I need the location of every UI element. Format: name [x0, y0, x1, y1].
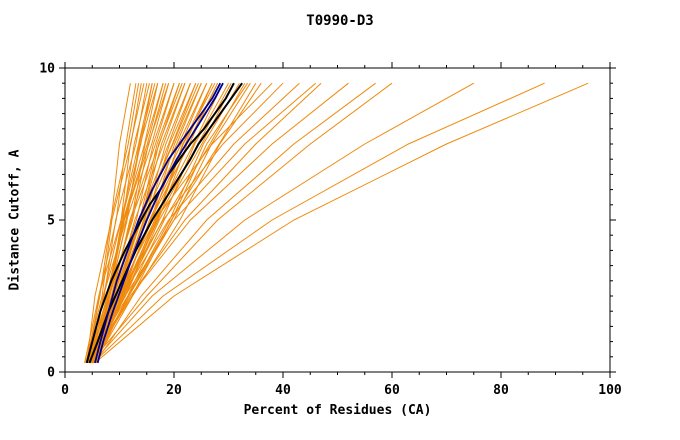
svg-text:10: 10 — [39, 62, 55, 77]
svg-text:20: 20 — [166, 383, 182, 398]
x-axis-label: Percent of Residues (CA) — [243, 403, 432, 418]
svg-text:5: 5 — [47, 214, 55, 229]
svg-text:100: 100 — [598, 383, 622, 398]
svg-text:0: 0 — [61, 383, 69, 398]
svg-text:60: 60 — [384, 383, 400, 398]
svg-text:0: 0 — [47, 366, 55, 381]
svg-text:80: 80 — [493, 383, 509, 398]
svg-text:40: 40 — [275, 383, 291, 398]
chart-title: T0990-D3 — [306, 13, 374, 29]
